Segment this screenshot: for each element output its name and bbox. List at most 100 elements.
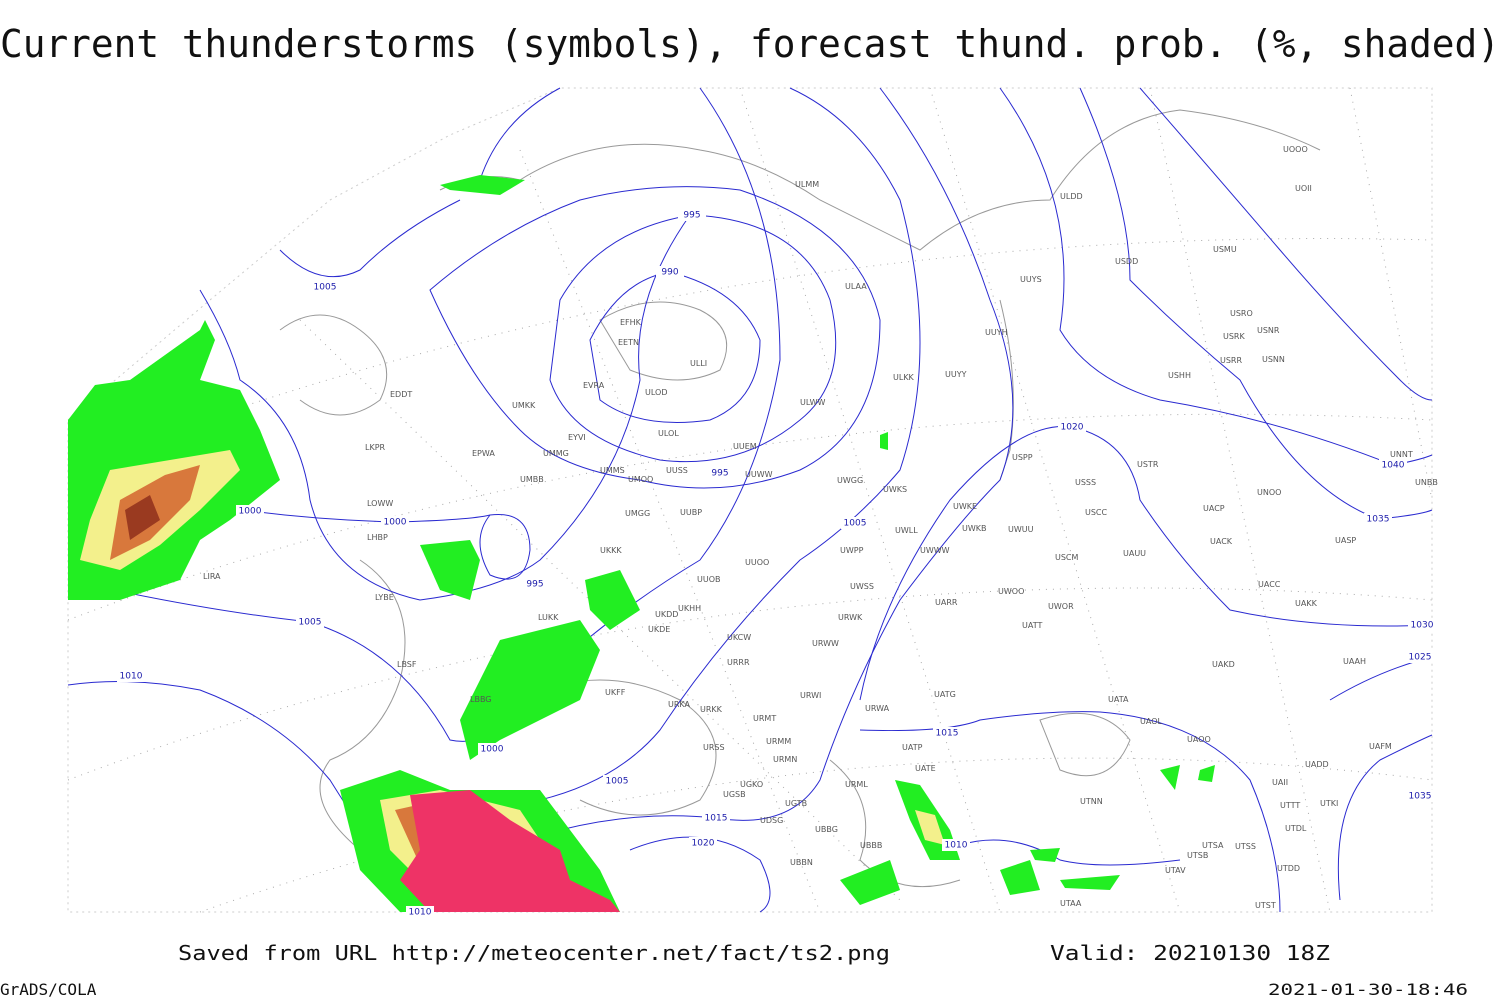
isobar-label: 1005 xyxy=(844,519,867,529)
station-code: UUEM xyxy=(733,442,757,451)
station-code: UATA xyxy=(1108,695,1129,704)
station-code: UGSB xyxy=(723,790,746,799)
station-code: USNR xyxy=(1257,326,1280,335)
isobar-label-bg xyxy=(841,517,869,529)
isobar-label: 995 xyxy=(526,580,543,590)
station-code: ULOD xyxy=(645,388,667,397)
station-code: UTAV xyxy=(1165,866,1186,875)
station-code: URWA xyxy=(865,704,890,713)
station-code: USDD xyxy=(1115,257,1138,266)
station-code: URWI xyxy=(800,691,821,700)
timestamp: 2021-01-30-18:46 xyxy=(1268,980,1468,999)
station-code: UWWW xyxy=(920,546,950,555)
station-code: UTSS xyxy=(1235,842,1256,851)
station-code: UMMG xyxy=(543,449,569,458)
station-code: ULDD xyxy=(1060,192,1083,201)
station-code: UATP xyxy=(902,743,923,752)
station-code: UACP xyxy=(1203,504,1225,513)
station-code: URSS xyxy=(703,743,725,752)
isobar-label-bg xyxy=(1058,421,1086,433)
isobar-label-bg xyxy=(942,839,970,851)
station-code: USRR xyxy=(1220,356,1242,365)
station-code: UAFM xyxy=(1369,742,1392,751)
station-code: UUWW xyxy=(745,470,773,479)
station-code: UACK xyxy=(1210,537,1233,546)
station-code: UMMS xyxy=(600,466,625,475)
station-code: UATE xyxy=(915,764,936,773)
station-code: LKPR xyxy=(365,443,386,452)
station-code: UTSB xyxy=(1187,851,1208,860)
station-code: LYBE xyxy=(375,593,394,602)
station-code: UWKE xyxy=(953,502,977,511)
isobar-label-bg xyxy=(1406,651,1434,663)
station-code: EYVI xyxy=(568,433,586,442)
isobar-label: 1005 xyxy=(299,618,322,628)
isobar-label: 1030 xyxy=(1411,621,1434,631)
station-code: UAAH xyxy=(1343,657,1366,666)
station-code: URWW xyxy=(812,639,839,648)
station-code: LIRA xyxy=(203,572,221,581)
station-code: USCM xyxy=(1055,553,1079,562)
isobar-label-bg xyxy=(521,578,549,590)
station-code: UASP xyxy=(1335,536,1356,545)
isobar-label-bg xyxy=(1379,459,1407,471)
station-code: UAII xyxy=(1272,778,1288,787)
isobar-label: 1000 xyxy=(239,507,262,517)
station-code: LBSF xyxy=(397,660,417,669)
isobar-label: 1010 xyxy=(409,908,432,918)
isobar-label-bg xyxy=(311,281,339,293)
probability-shading xyxy=(68,175,1215,912)
isobar-label: 1005 xyxy=(606,777,629,787)
station-code: UTKI xyxy=(1320,799,1338,808)
isobar-label: 995 xyxy=(711,469,728,479)
station-code: UUYY xyxy=(945,370,967,379)
coastlines xyxy=(279,109,1321,888)
station-code: EPWA xyxy=(472,449,495,458)
isobar-label: 1020 xyxy=(1061,423,1084,433)
station-code: URKK xyxy=(700,705,723,714)
station-code: UDSG xyxy=(760,816,783,825)
station-code: URML xyxy=(845,780,868,789)
isobar-label: 1000 xyxy=(384,518,407,528)
isobar-label-bg xyxy=(236,505,264,517)
station-code: UTTT xyxy=(1280,801,1300,810)
station-code: UATG xyxy=(934,690,956,699)
station-code: UMKK xyxy=(512,401,536,410)
station-code: LOWW xyxy=(367,499,393,508)
isobar-label: 1020 xyxy=(692,839,715,849)
map-frame xyxy=(67,87,1433,913)
isobar-label: 1025 xyxy=(1409,653,1432,663)
station-code: UUYS xyxy=(1020,275,1042,284)
isobar-label: 1035 xyxy=(1367,515,1390,525)
station-code: EVRA xyxy=(583,381,605,390)
isobar-label: 1010 xyxy=(945,841,968,851)
station-code: UUYH xyxy=(985,328,1008,337)
station-code: UWKB xyxy=(962,524,987,533)
source-url: Saved from URL http://meteocenter.net/fa… xyxy=(178,941,890,965)
station-code: UAOO xyxy=(1187,735,1211,744)
station-code: UNNT xyxy=(1390,450,1413,459)
isobar-label-bg xyxy=(296,616,324,628)
station-code: UWOO xyxy=(998,587,1024,596)
station-code: UKHH xyxy=(678,604,701,613)
software: GrADS/COLA xyxy=(0,980,97,999)
isobar-label: 1000 xyxy=(481,745,504,755)
station-code: UGTB xyxy=(785,799,807,808)
station-code: UWUU xyxy=(1008,525,1034,534)
isobar-label-bg xyxy=(1406,790,1434,802)
station-code: UNOO xyxy=(1257,488,1281,497)
isobar-label: 1040 xyxy=(1382,461,1405,471)
isobar-label-bg xyxy=(656,266,684,278)
station-code: UMBB xyxy=(520,475,544,484)
isobar-label-bg xyxy=(706,467,734,479)
station-code: UUOB xyxy=(697,575,721,584)
station-code: UUBP xyxy=(680,508,702,517)
station-code: UMOO xyxy=(628,475,653,484)
station-code: UWSS xyxy=(850,582,874,591)
isobar-label: 990 xyxy=(661,268,678,278)
station-code: UUOO xyxy=(745,558,769,567)
station-code: UAOL xyxy=(1140,717,1162,726)
station-code: USRK xyxy=(1223,332,1245,341)
station-code: UNBB xyxy=(1415,478,1438,487)
isobar-label-bg xyxy=(678,209,706,221)
